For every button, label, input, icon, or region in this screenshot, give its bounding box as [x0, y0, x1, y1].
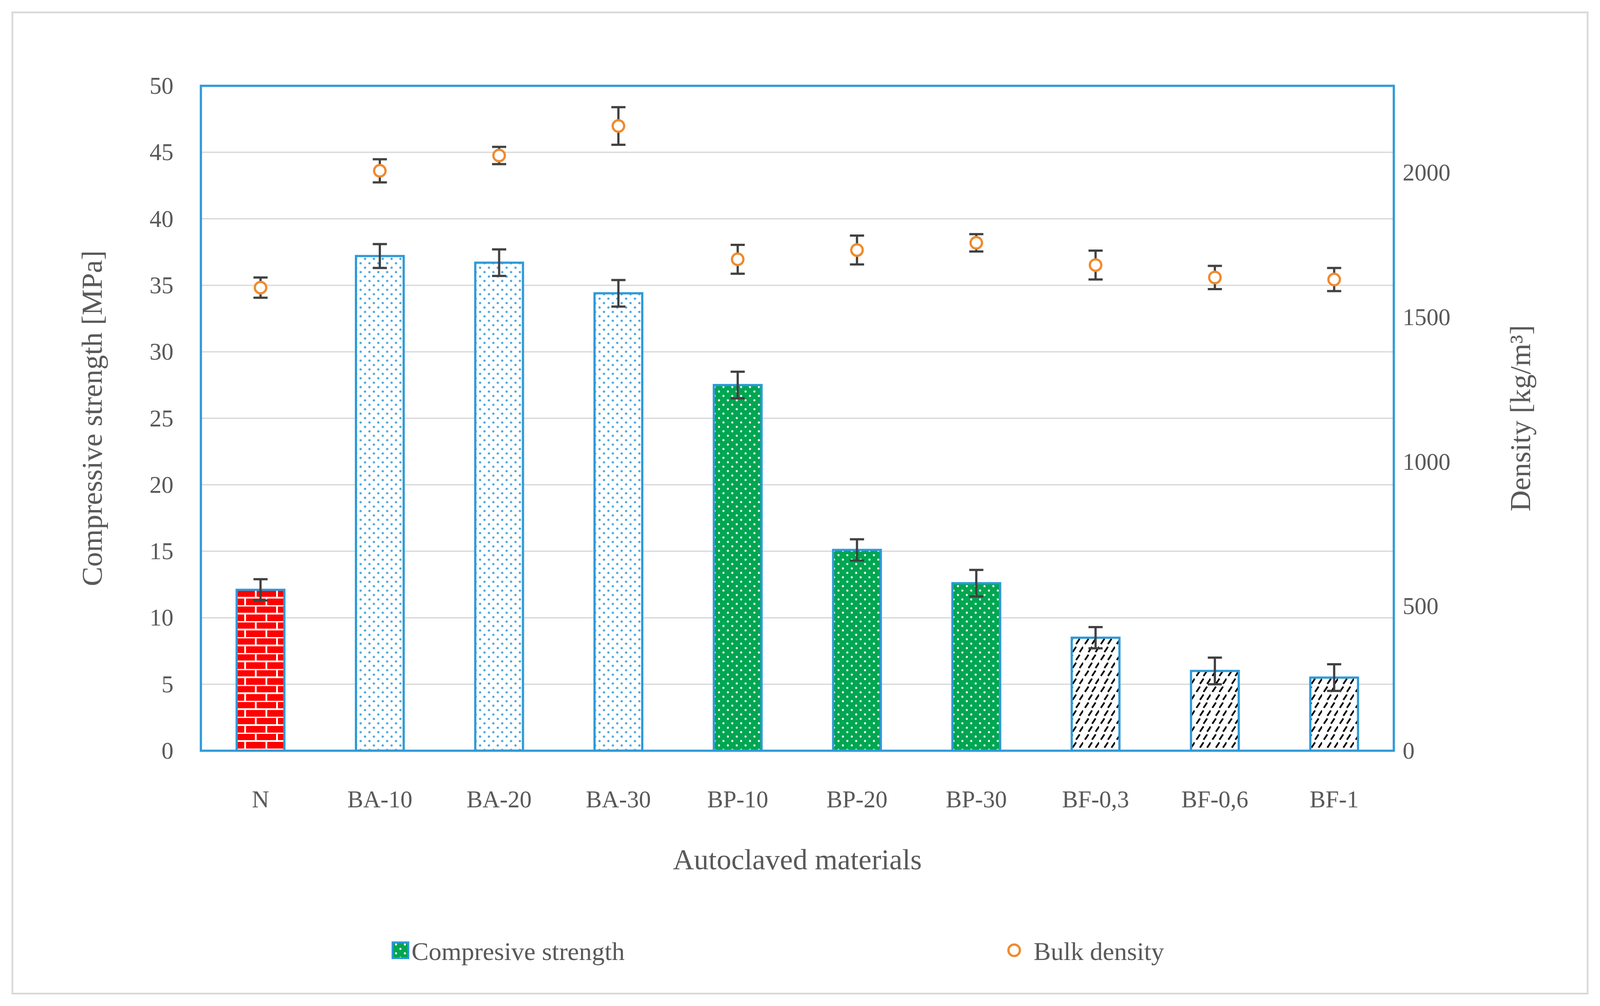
x-tick-label: BF-1	[1309, 786, 1359, 813]
x-tick-label: BP-20	[826, 786, 888, 813]
bar	[833, 550, 881, 751]
y-tick-label: 25	[149, 405, 174, 432]
y-tick-label: 40	[149, 205, 174, 233]
legend-label: Bulk density	[1033, 937, 1165, 966]
y-tick-label: 0	[161, 737, 174, 765]
error-bar	[1207, 657, 1223, 685]
chart-border	[12, 12, 1588, 994]
x-tick-label: BA-10	[347, 786, 413, 813]
y-tick-label: 15	[149, 538, 174, 565]
legend-icon	[1008, 944, 1020, 957]
plot-frame	[200, 85, 1394, 751]
plot-marks	[236, 107, 1358, 751]
chart: 051015202530354045500500100015002000NBA-…	[0, 0, 1600, 1006]
x-tick-label: BP-30	[945, 786, 1007, 813]
x-tick-label: BF-0,6	[1181, 786, 1249, 813]
legend-label: Compresive strength	[411, 937, 625, 966]
x-tick-label: N	[251, 786, 270, 813]
y-tick-label: 50	[149, 72, 174, 100]
bar	[475, 262, 524, 751]
y-axis-title: Compressive strength [MPa]	[75, 250, 108, 587]
error-bar	[730, 244, 745, 274]
error-bar	[611, 107, 626, 145]
error-bar	[1207, 265, 1223, 289]
error-bar	[253, 579, 268, 601]
error-bar	[253, 277, 268, 298]
bar	[236, 589, 285, 751]
density-point	[731, 253, 744, 266]
error-bar	[492, 249, 507, 277]
y-tick-label: 30	[149, 338, 174, 366]
density-point	[1089, 259, 1102, 271]
density-point	[493, 149, 505, 162]
x-tick-label: BF-0,3	[1061, 786, 1130, 813]
x-axis-title: Autoclaved materials	[673, 843, 923, 876]
bar	[1071, 637, 1120, 751]
legend-icon	[392, 942, 409, 959]
density-point	[851, 244, 863, 256]
x-tick-label: BP-10	[707, 786, 769, 813]
error-bar	[969, 234, 984, 252]
density-point	[970, 237, 982, 249]
y2-tick-label: 500	[1402, 592, 1439, 620]
density-point	[1209, 271, 1221, 284]
y2-tick-label: 1500	[1402, 303, 1451, 331]
bar	[952, 583, 1000, 751]
x-tick-label: BA-20	[466, 786, 532, 813]
error-bar	[372, 244, 387, 269]
x-tick-label: BA-30	[585, 786, 651, 813]
density-point	[373, 165, 386, 177]
error-bar	[1088, 250, 1103, 280]
y2-tick-label: 2000	[1402, 159, 1451, 186]
y-tick-label: 35	[149, 272, 174, 299]
error-bar	[1326, 268, 1342, 292]
density-point	[254, 281, 267, 294]
bar	[355, 256, 404, 751]
error-bar	[730, 371, 745, 399]
bar	[594, 293, 643, 751]
y2-axis-title: Density [kg/m³]	[1503, 325, 1537, 512]
bar	[713, 384, 762, 751]
y-tick-label: 45	[149, 138, 174, 166]
error-bar	[1088, 626, 1103, 649]
error-bar	[611, 280, 626, 307]
y2-tick-label: 1000	[1402, 448, 1451, 476]
error-bar	[850, 539, 865, 561]
grid-line	[200, 218, 1394, 220]
error-bar	[1326, 664, 1342, 692]
y-tick-label: 20	[149, 471, 174, 499]
grid-line	[200, 151, 1394, 154]
density-point	[612, 120, 625, 132]
density-point	[1328, 273, 1340, 286]
y-tick-label: 5	[161, 671, 174, 698]
error-bar	[969, 569, 984, 597]
error-bar	[850, 235, 865, 265]
legend: Compresive strength Bulk density	[392, 937, 1165, 966]
error-bar	[492, 146, 507, 165]
y-tick-label: 10	[149, 604, 174, 631]
y2-tick-label: 0	[1402, 737, 1415, 765]
error-bar	[372, 159, 387, 183]
